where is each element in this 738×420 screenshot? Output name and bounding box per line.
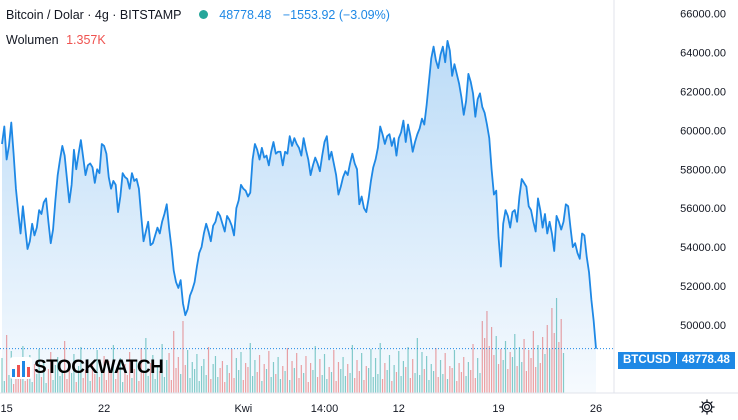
logo-text: STOCKWATCH xyxy=(34,357,164,378)
price-tick-label: 66000.00 xyxy=(680,9,726,21)
time-tick-label: 15 xyxy=(1,403,13,415)
volume-legend: Wolumen 1.357K xyxy=(6,33,106,47)
time-tick-label: 26 xyxy=(590,403,602,415)
price-tick-label: 54000.00 xyxy=(680,242,726,254)
time-tick-label: 12 xyxy=(393,403,405,415)
price-tick-label: 64000.00 xyxy=(680,48,726,60)
price-tag-divider xyxy=(675,353,677,364)
price-tag-symbol: BTCUSD xyxy=(623,354,671,366)
time-axis[interactable]: 15 22 Kwi 14:00 12 19 26 xyxy=(1,403,603,415)
volume-value: 1.357K xyxy=(66,33,106,47)
last-price: 48778.48 xyxy=(219,8,272,22)
gear-icon[interactable] xyxy=(698,398,716,416)
price-tick-label: 58000.00 xyxy=(680,164,726,176)
time-tick-label: 19 xyxy=(492,403,504,415)
price-tick-label: 60000.00 xyxy=(680,125,726,137)
time-tick-label: 14:00 xyxy=(311,403,339,415)
volume-label[interactable]: Wolumen xyxy=(6,33,59,47)
price-tag-value: 48778.48 xyxy=(681,354,730,366)
price-axis[interactable]: 48000.0050000.0052000.0054000.0056000.00… xyxy=(680,9,726,371)
stockwatch-logo: STOCKWATCH xyxy=(10,357,164,379)
price-area xyxy=(2,40,596,394)
price-line xyxy=(1,39,597,349)
chart-legend: Bitcoin / Dolar · 4g · BITSTAMP 48778.48… xyxy=(6,8,390,22)
symbol-title[interactable]: Bitcoin / Dolar · 4g · BITSTAMP xyxy=(6,8,182,22)
time-tick-label: 22 xyxy=(98,403,110,415)
price-change: −1553.92 (−3.09%) xyxy=(282,8,390,22)
market-status-dot-icon xyxy=(198,10,208,19)
price-tick-label: 62000.00 xyxy=(680,86,726,98)
price-tick-label: 52000.00 xyxy=(680,281,726,293)
time-tick-label: Kwi xyxy=(234,403,252,415)
stockwatch-logo-icon xyxy=(10,357,32,379)
price-tick-label: 50000.00 xyxy=(680,320,726,332)
last-price-tag: BTCUSD 48778.48 xyxy=(618,352,735,369)
price-tick-label: 56000.00 xyxy=(680,203,726,215)
